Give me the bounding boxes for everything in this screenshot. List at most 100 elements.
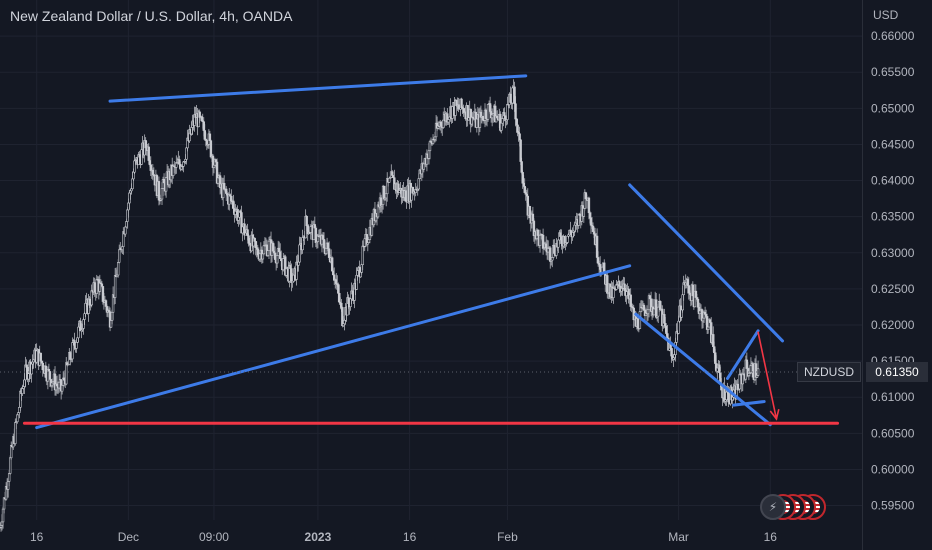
candle-body [160, 188, 164, 200]
candle-body [282, 258, 285, 271]
x-tick-label: Feb [497, 530, 518, 544]
candle-body [701, 317, 705, 322]
candle-body [21, 388, 24, 394]
candle-body [109, 320, 113, 328]
candle-body [237, 216, 240, 221]
candle-body [27, 373, 30, 380]
candle-body [751, 363, 755, 378]
candle-body [486, 104, 490, 120]
candle-body [203, 130, 207, 140]
candle-body [428, 141, 432, 152]
candle-body [138, 154, 141, 158]
candle-body [506, 103, 509, 120]
candle-body [93, 282, 96, 293]
grid-lines [0, 0, 862, 520]
candle-body [623, 283, 626, 291]
candle-body [603, 262, 606, 272]
candle-body [18, 406, 21, 413]
candle-body [184, 158, 187, 162]
candle-body [670, 348, 673, 357]
candle-body [305, 215, 308, 227]
candle-body [48, 371, 52, 380]
y-tick-label: 0.64500 [871, 137, 915, 151]
candle-body [577, 213, 580, 226]
candle-body [57, 381, 61, 389]
flag-upper-line [726, 329, 760, 380]
candle-body [182, 161, 185, 167]
candle-body [185, 147, 188, 160]
candle-body [275, 255, 279, 264]
candle-body [704, 314, 708, 317]
candle-body [514, 103, 517, 120]
candle-body [76, 337, 79, 343]
candle-body [509, 93, 512, 103]
candle-body [25, 364, 28, 368]
candle-body [71, 342, 74, 360]
candle-body [538, 234, 542, 246]
candle-body [484, 109, 488, 119]
y-tick-label: 0.64000 [871, 174, 915, 188]
candle-body [355, 274, 358, 290]
candle-body [404, 190, 407, 202]
candle-body [131, 178, 134, 190]
candle-body [129, 190, 132, 194]
candle-body [592, 231, 596, 235]
candle-body [90, 290, 93, 306]
candle-body [331, 270, 335, 276]
y-tick-label: 0.62500 [871, 282, 915, 296]
candle-body [232, 200, 235, 209]
symbol-tag: NZDUSD [797, 361, 861, 382]
candle-body [665, 325, 668, 334]
candle-body [544, 243, 548, 249]
candle-body [126, 209, 129, 222]
candle-body [531, 213, 535, 222]
currency-label: USD [873, 8, 899, 22]
candle-body [541, 234, 545, 249]
candle-body [356, 270, 359, 276]
candle-body [230, 195, 233, 202]
candle-body [17, 412, 20, 416]
candle-body [691, 284, 695, 297]
candle-body [14, 422, 17, 444]
candle-body [234, 210, 237, 215]
candle-body [654, 299, 658, 318]
candle-body [261, 253, 265, 260]
candle-body [190, 127, 193, 135]
candle-body [337, 284, 340, 294]
time-axis[interactable]: 16 Dec 09:00 2023 16 Feb Mar 16 [30, 530, 777, 544]
candle-body [200, 116, 203, 122]
y-tick-label: 0.61000 [871, 390, 915, 404]
y-tick-label: 0.66000 [871, 29, 915, 43]
candle-body [335, 279, 338, 284]
candle-body [513, 86, 516, 105]
candle-body [280, 258, 283, 262]
candle-body [629, 294, 632, 307]
candle-body [256, 249, 259, 256]
candle-body [569, 229, 572, 234]
candle-body [439, 121, 443, 126]
candle-body [388, 177, 391, 183]
candle-body [433, 136, 437, 140]
candle-body [16, 414, 19, 423]
candle-body [1, 508, 5, 523]
events-stack[interactable]: ⚡ [760, 494, 826, 520]
candle-body [460, 98, 463, 108]
candle-body [663, 314, 666, 324]
candle-body [88, 298, 91, 306]
lightning-icon[interactable]: ⚡ [760, 494, 786, 520]
candle-body [382, 185, 386, 200]
candle-body [247, 235, 250, 244]
price-axis[interactable]: 0.66000 0.65500 0.65000 0.64500 0.64000 0.635… [871, 29, 915, 512]
candle-body [322, 239, 326, 249]
candle-body [481, 115, 485, 121]
candle-body [363, 238, 366, 247]
candle-body [258, 253, 262, 260]
candle-body [101, 286, 105, 302]
candle-body [35, 350, 38, 363]
drawings[interactable] [0, 74, 862, 430]
candle-body [178, 159, 181, 165]
candle-body [133, 160, 136, 173]
candle-body [618, 281, 621, 287]
candle-body [246, 229, 249, 237]
